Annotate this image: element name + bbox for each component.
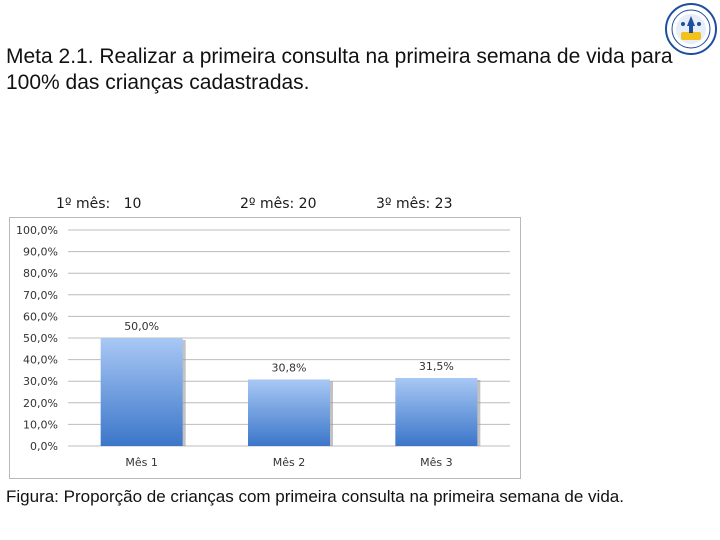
figure-caption: Figura: Proporção de crianças com primei… bbox=[6, 487, 624, 506]
slide-title: Meta 2.1. Realizar a primeira consulta n… bbox=[6, 45, 673, 94]
y-tick-label: 40,0% bbox=[23, 354, 58, 367]
bar bbox=[248, 379, 330, 446]
month-totals: 1º mês: 10 2º mês: 20 3º mês: 23 bbox=[0, 196, 720, 216]
bar bbox=[100, 338, 183, 446]
y-tick-label: 0,0% bbox=[30, 440, 58, 453]
x-tick-label: Mês 1 bbox=[125, 456, 157, 469]
y-tick-label: 80,0% bbox=[23, 267, 58, 280]
data-label: 30,8% bbox=[272, 361, 307, 374]
y-tick-label: 90,0% bbox=[23, 246, 58, 259]
y-tick-label: 60,0% bbox=[23, 310, 58, 323]
bar bbox=[395, 377, 478, 446]
month-1-total: 1º mês: 10 bbox=[56, 196, 142, 212]
y-tick-label: 10,0% bbox=[23, 418, 58, 431]
bar-chart-svg: 0,0% 10,0% 20,0% 30,0% 40,0% 50,0% 60,0% 70,0% 8… bbox=[16, 224, 510, 469]
university-seal-icon bbox=[665, 3, 717, 55]
data-label: 31,5% bbox=[419, 360, 454, 373]
data-label: 50,0% bbox=[124, 320, 159, 333]
x-tick-label: Mês 2 bbox=[273, 456, 305, 469]
y-tick-label: 100,0% bbox=[16, 224, 58, 237]
y-tick-label: 20,0% bbox=[23, 397, 58, 410]
x-tick-label: Mês 3 bbox=[420, 456, 452, 469]
y-tick-label: 50,0% bbox=[23, 332, 58, 345]
month-3-total: 3º mês: 23 bbox=[376, 196, 453, 212]
y-tick-label: 70,0% bbox=[23, 289, 58, 302]
y-tick-label: 30,0% bbox=[23, 375, 58, 388]
month-2-total: 2º mês: 20 bbox=[240, 196, 317, 212]
bar-chart: 0,0% 10,0% 20,0% 30,0% 40,0% 50,0% 60,0% 70,0% 8… bbox=[9, 217, 521, 479]
